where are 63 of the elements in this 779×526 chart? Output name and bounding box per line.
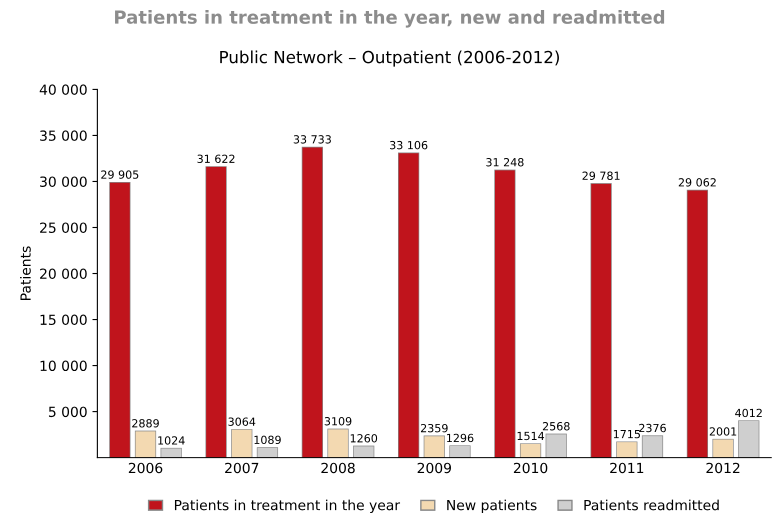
x-tick-label: 2010 [514,462,548,474]
data-label: 2376 [639,424,666,432]
bar [494,170,516,458]
y-tick-label: 25 000 [40,222,87,233]
data-label: 31 622 [198,154,234,163]
y-tick-label: 10 000 [40,360,87,372]
chart-title: Patients in treatment in the year, new and readmitted [115,10,664,28]
data-label: 1260 [350,434,378,442]
bar [686,190,708,458]
data-label: 29 905 [101,170,138,179]
bar [616,441,638,458]
bar [546,434,567,458]
bar [256,447,278,458]
data-label: 29 062 [678,178,716,187]
bar [160,448,182,458]
bar [109,182,130,458]
y-tick-label: 15 000 [40,314,87,326]
data-label: 1024 [158,436,185,445]
data-label: 33 106 [390,140,428,150]
data-label: 3064 [228,417,256,426]
bar [353,446,374,458]
bar [134,430,156,458]
bar [398,152,420,458]
bar [302,146,323,458]
y-tick-label: 30 000 [40,176,87,187]
legend-label: Patients in treatment in the year [174,500,400,514]
data-label: 1296 [447,434,474,442]
legend-label: New patients [447,500,537,514]
bar [231,429,252,458]
data-label: 1514 [518,432,544,440]
data-label: 2001 [710,427,736,436]
y-tick-label: 40 000 [40,84,87,95]
bar [590,183,612,458]
bar [424,436,445,458]
bar [449,445,471,458]
x-tick-label: 2008 [321,462,355,474]
data-label: 33 733 [294,135,331,144]
x-tick-label: 2012 [706,462,740,474]
data-label: 2568 [542,422,570,430]
bar [738,420,760,458]
y-tick-label: 35 000 [40,130,87,141]
y-axis-title: Patients [20,246,31,300]
data-label: 2359 [420,424,448,432]
x-tick-label: 2011 [610,462,644,474]
bar [205,166,227,458]
y-tick-label: 20 000 [40,268,87,279]
data-label: 1089 [254,436,281,444]
x-tick-label: 2006 [128,462,162,474]
y-tick-label: 5 000 [48,406,87,418]
data-label: 3109 [324,417,352,426]
bar [327,428,349,458]
data-label: 29 781 [582,172,620,180]
x-tick-label: 2007 [225,462,258,474]
bar [712,438,734,458]
data-label: 31 248 [486,158,524,166]
data-label: 1715 [614,430,640,438]
x-tick-label: 2009 [418,462,451,474]
bar [520,443,542,458]
data-label: 4012 [735,408,762,418]
chart-subtitle: Public Network – Outpatient (2006-2012) [220,50,559,67]
legend-label: Patients readmitted [584,500,719,510]
bar [642,435,664,458]
data-label: 2889 [132,419,159,428]
